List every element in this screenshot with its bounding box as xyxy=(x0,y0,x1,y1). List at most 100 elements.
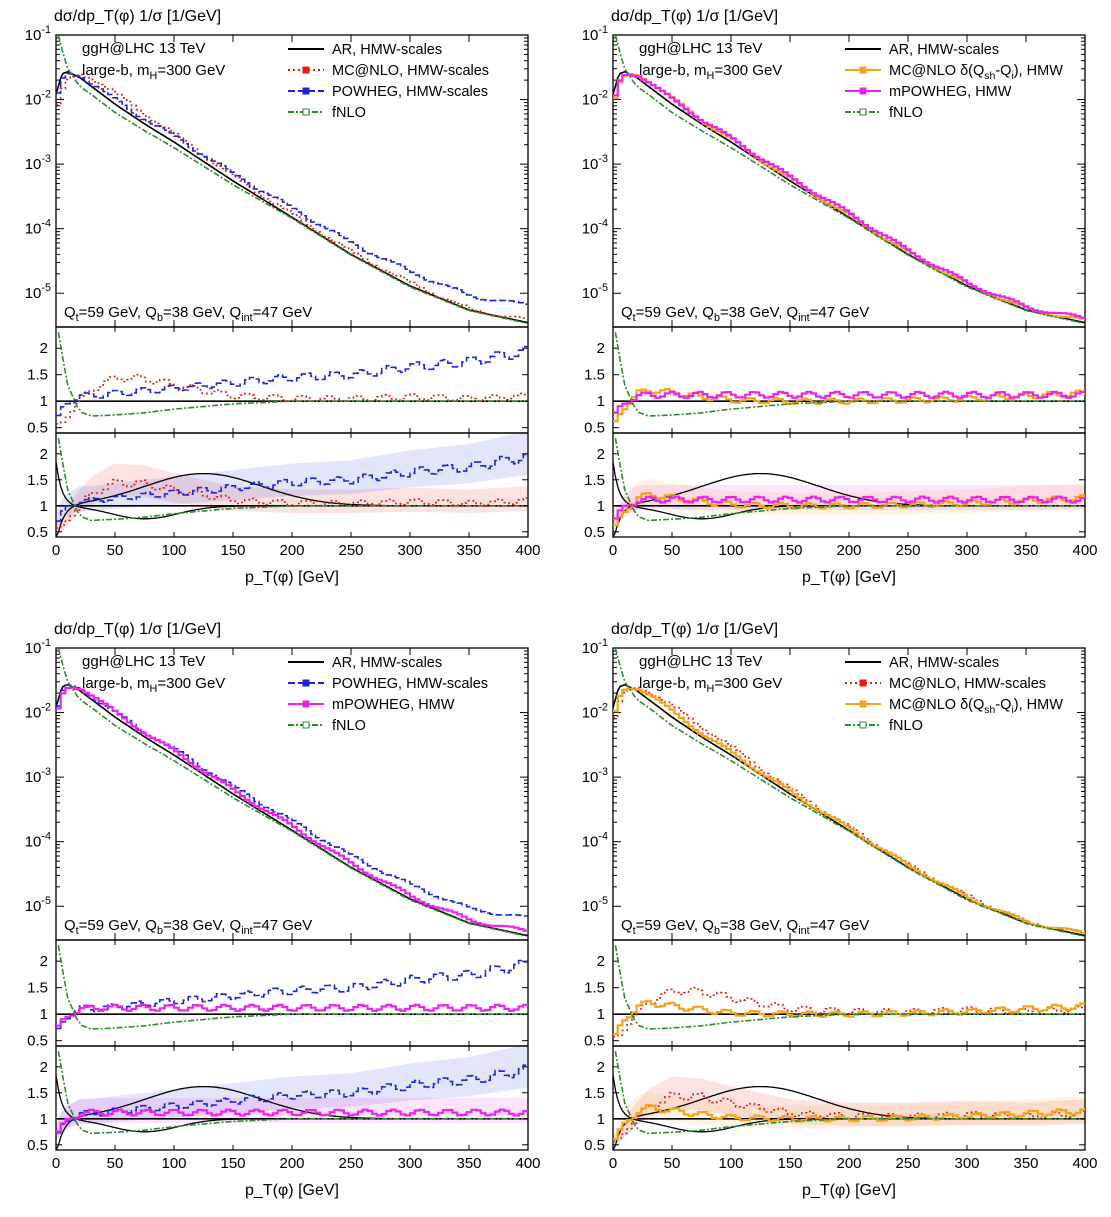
x-tick-label: 50 xyxy=(107,1155,124,1172)
main-series-line-2 xyxy=(56,686,528,933)
ratio1-y-tick-label: 0.5 xyxy=(27,420,48,437)
x-tick-label: 100 xyxy=(718,542,743,559)
legend-marker-1 xyxy=(302,679,310,687)
x-tick-label: 400 xyxy=(1072,542,1097,559)
legend-marker-1 xyxy=(859,66,867,74)
annotation-process: ggH@LHC 13 TeV xyxy=(82,40,205,57)
x-tick-label: 0 xyxy=(609,1155,617,1172)
legend-marker-1 xyxy=(859,679,867,687)
ratio1-y-tick-label: 2 xyxy=(40,953,48,970)
y-tick-label: 10-4​ xyxy=(582,831,608,851)
ratio2-y-tick-label: 0.5 xyxy=(27,1137,48,1154)
x-tick-label: 250 xyxy=(338,542,363,559)
y-tick-label: 10-2​ xyxy=(582,702,608,722)
x-tick-label: 400 xyxy=(515,542,540,559)
x-tick-label: 200 xyxy=(279,1155,304,1172)
legend-entry-1: MC@NLO δ(Qsh​-Qi​), HMW xyxy=(889,63,1063,82)
x-tick-label: 250 xyxy=(338,1155,363,1172)
legend-marker-1 xyxy=(302,66,310,74)
ratio1-y-tick-label: 2 xyxy=(597,340,605,357)
x-tick-label: 150 xyxy=(220,1155,245,1172)
x-tick-label: 150 xyxy=(777,1155,802,1172)
x-tick-label: 50 xyxy=(664,1155,681,1172)
y-tick-label: 10-5​ xyxy=(582,895,608,915)
ratio2-series-line-2 xyxy=(56,1108,528,1133)
x-tick-label: 200 xyxy=(836,1155,861,1172)
ratio2-y-tick-label: 1 xyxy=(597,1111,605,1128)
y-tick-label: 10-5​ xyxy=(25,282,51,302)
y-tick-label: 10-1​ xyxy=(25,24,51,44)
chart-panel-bottom-left: dσ/dp_T(φ) 1/σ [1/GeV] 0 50 100 150 200 250 300… xyxy=(25,621,541,1199)
y-tick-label: 10-5​ xyxy=(25,895,51,915)
legend-marker-3 xyxy=(302,721,310,729)
x-tick-label: 100 xyxy=(718,1155,743,1172)
ratio2-y-tick-label: 1 xyxy=(597,498,605,515)
legend-entry-0: AR, HMW-scales xyxy=(332,655,442,671)
legend-marker-3 xyxy=(859,721,867,729)
ratio1-series-line-1 xyxy=(613,387,1085,423)
legend-entry-2: POWHEG, HMW-scales xyxy=(332,84,488,100)
chart-title: dσ/dp_T(φ) 1/σ [1/GeV] xyxy=(54,8,221,25)
annotation-scales: Qt​=59 GeV, Qb​=38 GeV, Qint​=47 GeV xyxy=(621,917,869,937)
legend-entry-3: fNLO xyxy=(332,718,366,734)
chart-panel-top-right: dσ/dp_T(φ) 1/σ [1/GeV] 0 50 100 150 200 250 300… xyxy=(582,8,1098,586)
ratio-band-2 xyxy=(56,433,528,528)
y-tick-label: 10-4​ xyxy=(582,218,608,238)
x-tick-label: 300 xyxy=(954,1155,979,1172)
main-series-line-2 xyxy=(56,72,528,306)
x-tick-label: 0 xyxy=(52,1155,60,1172)
y-tick-label: 10-1​ xyxy=(582,24,608,44)
legend-entry-1: MC@NLO, HMW-scales xyxy=(332,63,489,79)
y-tick-label: 10-3​ xyxy=(582,153,608,173)
ratio2-y-tick-label: 2 xyxy=(597,446,605,463)
ratio1-y-tick-label: 1 xyxy=(40,1006,48,1023)
annotation-mass: large-b, mH​=300 GeV xyxy=(82,62,225,82)
y-tick-label: 10-3​ xyxy=(25,153,51,173)
legend-entry-3: fNLO xyxy=(889,718,923,734)
x-tick-label: 400 xyxy=(515,1155,540,1172)
legend-entry-2: mPOWHEG, HMW xyxy=(332,697,455,713)
ratio2-series-line-2 xyxy=(613,495,1085,520)
y-tick-label: 10-2​ xyxy=(25,89,51,109)
ratio2-y-tick-label: 2 xyxy=(597,1059,605,1076)
y-tick-label: 10-4​ xyxy=(25,218,51,238)
ratio1-series-line-2 xyxy=(56,1003,528,1027)
x-tick-label: 150 xyxy=(220,542,245,559)
x-tick-label: 350 xyxy=(456,542,481,559)
x-tick-label: 100 xyxy=(161,542,186,559)
ratio1-y-tick-label: 2 xyxy=(40,340,48,357)
x-tick-label: 0 xyxy=(52,542,60,559)
y-tick-label: 10-3​ xyxy=(25,766,51,786)
x-axis-label: p_T(φ) [GeV] xyxy=(802,1182,896,1199)
x-tick-label: 200 xyxy=(279,542,304,559)
legend-marker-2 xyxy=(302,87,310,95)
y-tick-label: 10-4​ xyxy=(25,831,51,851)
ratio1-y-tick-label: 1 xyxy=(597,1006,605,1023)
annotation-scales: Qt​=59 GeV, Qb​=38 GeV, Qint​=47 GeV xyxy=(64,917,312,937)
ratio2-y-tick-label: 1.5 xyxy=(584,472,605,489)
legend-entry-0: AR, HMW-scales xyxy=(332,42,442,58)
legend-entry-1: MC@NLO, HMW-scales xyxy=(889,676,1046,692)
y-tick-label: 10-1​ xyxy=(25,637,51,657)
legend-marker-3 xyxy=(302,108,310,116)
annotation-scales: Qt​=59 GeV, Qb​=38 GeV, Qint​=47 GeV xyxy=(621,304,869,324)
legend-entry-0: AR, HMW-scales xyxy=(889,42,999,58)
chart-title: dσ/dp_T(φ) 1/σ [1/GeV] xyxy=(611,621,778,638)
x-tick-label: 350 xyxy=(456,1155,481,1172)
legend-entry-0: AR, HMW-scales xyxy=(889,655,999,671)
chart-panel-top-left: dσ/dp_T(φ) 1/σ [1/GeV] 0 50 100 150 200 250 300… xyxy=(25,8,541,586)
x-tick-label: 350 xyxy=(1013,542,1038,559)
x-tick-label: 300 xyxy=(397,542,422,559)
ratio2-y-tick-label: 0.5 xyxy=(27,524,48,541)
y-tick-label: 10-2​ xyxy=(25,702,51,722)
x-tick-label: 0 xyxy=(609,542,617,559)
annotation-process: ggH@LHC 13 TeV xyxy=(639,40,762,57)
y-tick-label: 10-2​ xyxy=(582,89,608,109)
ratio1-y-tick-label: 1.5 xyxy=(27,980,48,997)
ratio1-series-line-3 xyxy=(57,945,526,1030)
ratio1-y-tick-label: 1.5 xyxy=(584,367,605,384)
legend-marker-2 xyxy=(302,700,310,708)
ratio2-y-tick-label: 0.5 xyxy=(584,524,605,541)
ratio1-y-tick-label: 1.5 xyxy=(27,367,48,384)
